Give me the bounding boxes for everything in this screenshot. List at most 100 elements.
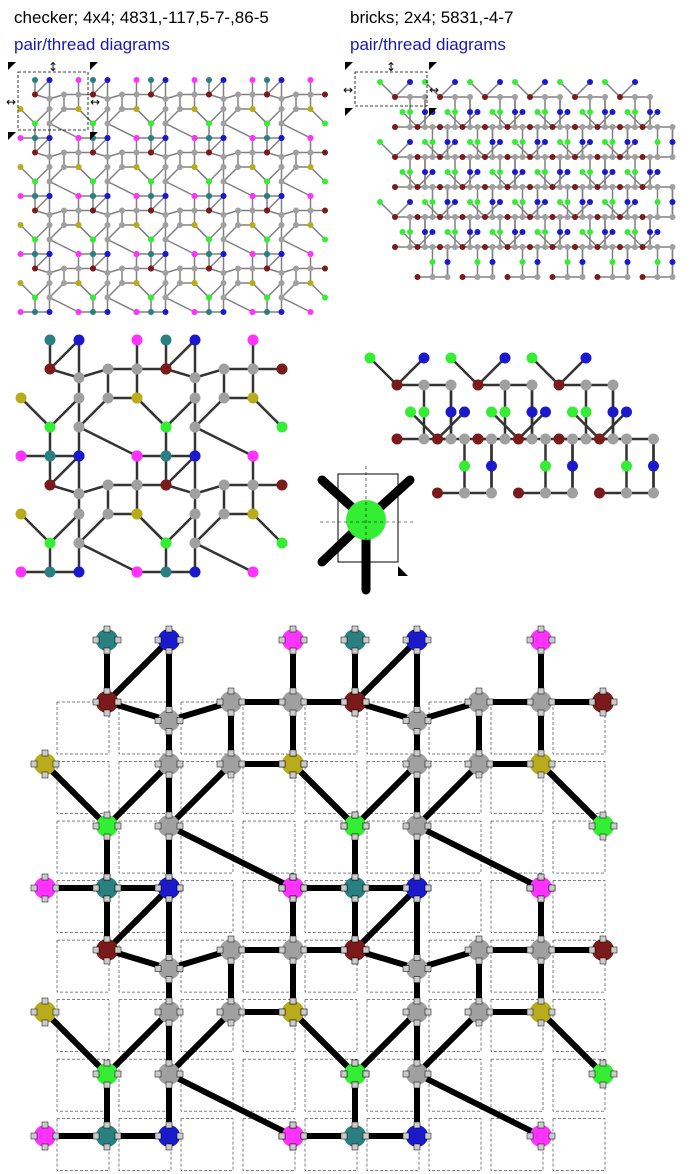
node-handle bbox=[351, 873, 359, 881]
node-handle bbox=[486, 1008, 494, 1016]
overview-stitch-gray bbox=[519, 184, 526, 190]
node-handle bbox=[41, 873, 49, 881]
thread-line bbox=[280, 108, 297, 125]
thread-line bbox=[164, 238, 196, 255]
bricks-pair-thread-link[interactable]: pair/thread diagrams bbox=[350, 35, 506, 54]
thread-line bbox=[266, 137, 283, 154]
overview-stitch-green bbox=[377, 139, 383, 145]
editor-stitch-gray bbox=[406, 957, 428, 980]
overview-stitch-maroon bbox=[32, 265, 38, 272]
overview-stitch-gray bbox=[542, 154, 548, 160]
overview-stitch-gray bbox=[489, 124, 496, 130]
checker-pair-thread-link[interactable]: pair/thread diagrams bbox=[14, 35, 170, 54]
node-handle bbox=[413, 749, 421, 757]
overview-stitch-gray bbox=[162, 222, 169, 228]
overview-stitch-gray bbox=[293, 280, 299, 286]
overview-stitch-gray bbox=[452, 124, 458, 130]
thread-line bbox=[19, 512, 52, 545]
node-handle bbox=[340, 1132, 348, 1140]
node-handle bbox=[289, 1143, 297, 1151]
thread-line bbox=[48, 338, 81, 371]
overview-stitch-gray bbox=[624, 124, 631, 130]
thread-line bbox=[424, 81, 441, 98]
thread-line bbox=[135, 396, 168, 429]
overview-stitch-gray bbox=[474, 184, 481, 190]
overview-stitch-gray bbox=[119, 280, 125, 286]
overview-stitch-magenta bbox=[307, 135, 314, 141]
thread-line bbox=[48, 180, 80, 197]
checker-overview-diagram bbox=[17, 77, 328, 315]
overview-stitch-blue bbox=[429, 169, 436, 175]
thread-line bbox=[461, 231, 479, 248]
move-arrow-icon: ↔ bbox=[429, 83, 439, 97]
overview-stitch-gray bbox=[579, 244, 586, 250]
editor-stitch-maroon bbox=[592, 939, 614, 961]
thread-line bbox=[106, 108, 123, 125]
resize-handles[interactable]: ↕ ↔ ↔ ↕ ↔ ↔ bbox=[6, 60, 439, 140]
overview-stitch-olive bbox=[75, 222, 82, 228]
preview-stitch-gray bbox=[102, 392, 114, 404]
preview-stitch-gray bbox=[540, 487, 551, 499]
node-handle bbox=[165, 1019, 173, 1027]
node-handle bbox=[424, 717, 432, 724]
node-handle bbox=[41, 997, 49, 1005]
bricks-tile-preview bbox=[364, 352, 659, 499]
thread-line bbox=[416, 231, 434, 248]
node-handle bbox=[464, 946, 472, 954]
overview-stitch-blue bbox=[564, 169, 571, 175]
stitch-detail-preview[interactable] bbox=[317, 466, 415, 595]
overview-stitch-blue bbox=[104, 309, 111, 315]
node-handle bbox=[289, 625, 297, 633]
node-handle bbox=[238, 698, 246, 706]
node-handle bbox=[537, 957, 545, 965]
overview-stitch-gray bbox=[534, 274, 541, 280]
node-handle bbox=[103, 1143, 111, 1151]
node-handle bbox=[424, 1070, 432, 1078]
overview-stitch-green bbox=[654, 259, 661, 265]
node-handle bbox=[52, 1008, 60, 1016]
editor-stitch-gray bbox=[158, 815, 180, 837]
node-handle bbox=[154, 965, 162, 972]
node-handle bbox=[413, 1059, 421, 1067]
overview-stitch-gray bbox=[104, 120, 111, 127]
thread-line bbox=[48, 166, 65, 183]
overview-stitch-gray bbox=[162, 153, 169, 160]
overview-stitch-maroon bbox=[32, 91, 38, 98]
overview-stitch-blue bbox=[104, 193, 111, 199]
editor-stitch-gray bbox=[406, 753, 428, 775]
overview-stitch-blue bbox=[46, 135, 53, 141]
overview-stitch-maroon bbox=[617, 214, 623, 220]
node-handle bbox=[402, 760, 410, 768]
node-handle bbox=[537, 625, 545, 633]
node-handle bbox=[599, 957, 607, 965]
node-handle bbox=[300, 1008, 308, 1016]
thread-line bbox=[436, 410, 466, 441]
overview-stitch-blue bbox=[278, 251, 285, 257]
thread-line bbox=[352, 1009, 420, 1077]
overview-stitch-teal bbox=[206, 77, 212, 83]
overview-stitch-green bbox=[322, 178, 328, 185]
node-handle bbox=[402, 1008, 410, 1016]
overview-stitch-maroon bbox=[437, 124, 443, 130]
checker-editor-diagram[interactable] bbox=[30, 625, 618, 1174]
overview-stitch-gray bbox=[75, 91, 82, 98]
overview-stitch-gray bbox=[557, 244, 563, 250]
overview-stitch-maroon bbox=[148, 265, 154, 272]
overview-stitch-olive bbox=[307, 106, 314, 112]
preview-stitch-olive bbox=[247, 392, 259, 404]
resize-arrow-icon bbox=[8, 132, 16, 140]
node-handle bbox=[165, 625, 173, 633]
overview-stitch-green bbox=[377, 199, 383, 205]
overview-stitch-green bbox=[654, 199, 661, 205]
overview-stitch-gray bbox=[162, 120, 169, 127]
preview-stitch-teal bbox=[44, 450, 56, 462]
node-handle bbox=[537, 1019, 545, 1027]
overview-stitch-maroon bbox=[572, 124, 578, 130]
node-handle bbox=[362, 698, 370, 706]
editor-stitch-olive bbox=[34, 1001, 56, 1023]
thread-line bbox=[266, 79, 283, 96]
overview-stitch-gray bbox=[278, 269, 285, 276]
overview-stitch-gray bbox=[177, 280, 183, 286]
overview-stitch-gray bbox=[119, 164, 125, 170]
thread-line bbox=[193, 425, 255, 458]
